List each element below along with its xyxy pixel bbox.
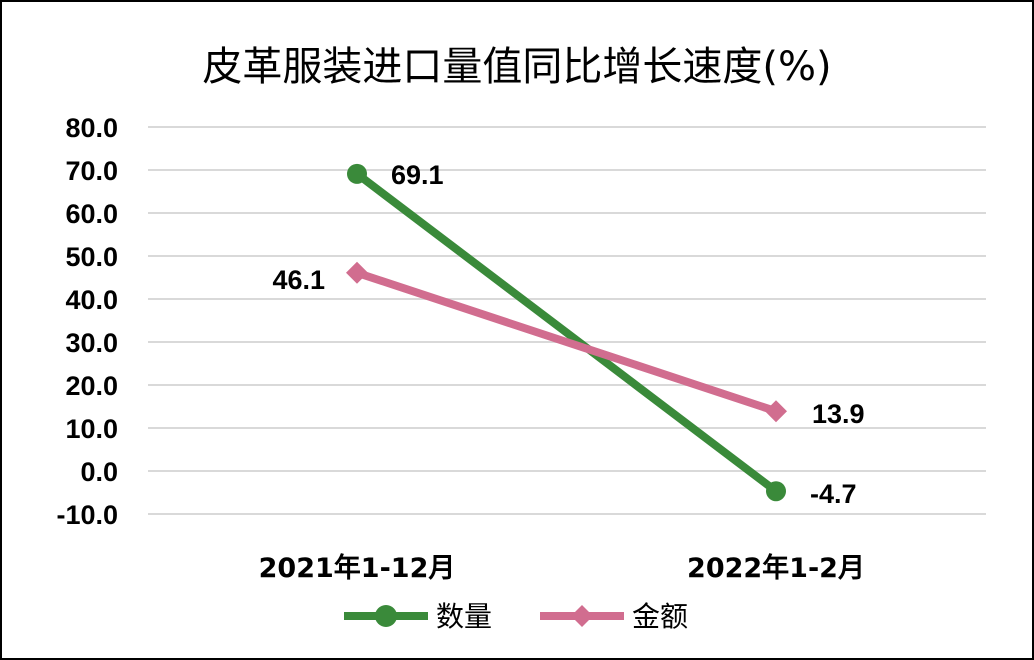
y-tick-label: 0.0 — [80, 457, 118, 487]
x-category-label: 2021年1-12月 — [259, 552, 456, 584]
y-tick-label: 40.0 — [65, 285, 118, 315]
legend-label: 数量 — [436, 600, 492, 633]
y-tick-label: 50.0 — [65, 242, 118, 272]
legend-marker — [375, 605, 397, 627]
legend-marker — [571, 605, 593, 627]
series-line — [353, 169, 780, 496]
data-point — [346, 261, 368, 284]
y-tick-label: 30.0 — [65, 328, 118, 358]
y-tick-label: 60.0 — [65, 199, 118, 229]
y-tick-label: 70.0 — [65, 156, 118, 186]
y-tick-label: 20.0 — [65, 371, 118, 401]
x-category-label: 2022年1-2月 — [687, 552, 865, 584]
y-tick-label: 10.0 — [65, 414, 118, 444]
chart-title: 皮革服装进口量值同比增长速度(%) — [202, 44, 832, 90]
y-tick-label: -10.0 — [56, 500, 118, 530]
legend-label: 金额 — [632, 600, 688, 633]
data-label: -4.7 — [810, 479, 857, 509]
data-label: 69.1 — [391, 160, 444, 190]
data-label: 46.1 — [272, 265, 325, 295]
y-tick-label: 80.0 — [65, 113, 118, 143]
data-label: 13.9 — [812, 399, 865, 429]
data-point — [766, 481, 786, 502]
data-point — [765, 400, 787, 423]
series-line — [353, 268, 780, 416]
data-point — [347, 163, 367, 184]
